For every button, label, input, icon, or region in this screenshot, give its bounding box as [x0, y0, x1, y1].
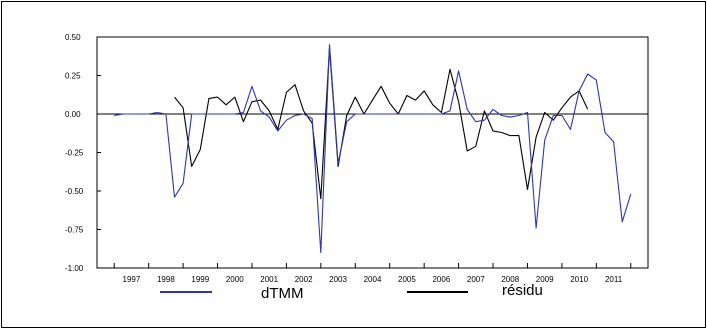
y-tick-label: -0.50 — [65, 187, 84, 196]
series-group — [114, 44, 632, 254]
x-tick-label: 2006 — [432, 275, 450, 284]
legend-label-residu: résidu — [502, 282, 543, 299]
y-tick-label: 0.50 — [65, 33, 81, 42]
x-tick-label: 2004 — [364, 275, 382, 284]
legend: dTMM résidu — [160, 282, 543, 302]
x-tick-label: 1998 — [157, 275, 175, 284]
x-tick-label: 2010 — [570, 275, 588, 284]
x-tick-label: 2003 — [329, 275, 347, 284]
x-tick-label: 2002 — [295, 275, 313, 284]
x-tick-label: 2009 — [536, 275, 554, 284]
x-tick-label: 2000 — [226, 275, 244, 284]
x-tick-label: 2008 — [501, 275, 519, 284]
x-tick-label: 1999 — [191, 275, 209, 284]
y-tick-label: -1.00 — [65, 264, 84, 273]
x-tick-label: 2007 — [467, 275, 485, 284]
y-tick-label: 0.25 — [65, 72, 81, 81]
series-line-residu — [174, 47, 589, 200]
x-tick-label: 1997 — [123, 275, 141, 284]
y-axis: 0.50 0.25 0.00 -0.25 -0.50 -0.75 -1.00 — [65, 33, 101, 273]
x-axis: 1997 1998 1999 2000 2001 2002 2003 2004 2005 2006… — [113, 263, 632, 284]
y-tick-label: -0.25 — [65, 149, 84, 158]
x-tick-label: 2005 — [398, 275, 416, 284]
y-tick-label: 0.00 — [65, 110, 81, 119]
series-line-dtmm — [114, 44, 632, 254]
plot-area — [96, 36, 649, 269]
x-tick-label: 2011 — [605, 275, 623, 284]
x-tick-label: 2001 — [260, 275, 278, 284]
legend-label-dtmm: dTMM — [261, 285, 304, 302]
y-tick-label: -0.75 — [65, 226, 84, 235]
